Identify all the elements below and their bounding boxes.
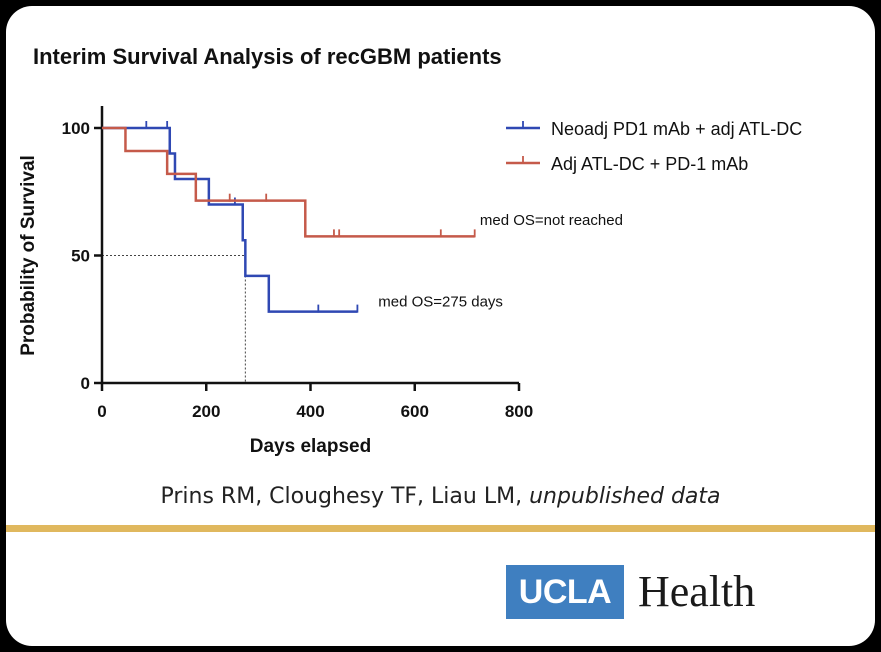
citation: Prins RM, Cloughesy TF, Liau LM, unpubli… [6, 484, 875, 509]
survival-chart: 0 50 100 0 200 400 600 800 Days elapsed Probabili… [18, 106, 802, 457]
x-tick-label: 400 [296, 402, 324, 421]
citation-note: unpublished data [529, 484, 721, 509]
slide: Interim Survival Analysis of recGBM pati… [6, 6, 875, 646]
chart-title: Interim Survival Analysis of recGBM pati… [33, 44, 502, 69]
gold-divider [6, 525, 875, 532]
legend-label-2: Adj ATL-DC + PD-1 mAb [551, 154, 748, 174]
legend-label-1: Neoadj PD1 mAb + adj ATL-DC [551, 119, 802, 139]
citation-authors: Prins RM, Cloughesy TF, Liau LM, [160, 484, 530, 509]
ucla-health-logo: UCLA Health [506, 565, 755, 619]
x-tick-label: 200 [192, 402, 220, 421]
x-tick-label: 600 [401, 402, 429, 421]
y-axis-label: Probability of Survival [18, 155, 39, 356]
logo-health-word: Health [638, 567, 756, 616]
x-axis-label: Days elapsed [250, 436, 371, 457]
ucla-logo-box: UCLA [506, 565, 624, 619]
y-tick-label: 100 [62, 119, 90, 138]
annotation-2: med OS=275 days [378, 294, 503, 311]
annotation-1: med OS=not reached [480, 212, 623, 229]
x-tick-label: 800 [505, 402, 533, 421]
y-tick-label: 50 [71, 247, 90, 266]
y-tick-label: 0 [81, 374, 90, 393]
series-line-1 [102, 126, 358, 313]
series-line-2 [102, 126, 475, 238]
x-tick-label: 0 [97, 402, 106, 421]
